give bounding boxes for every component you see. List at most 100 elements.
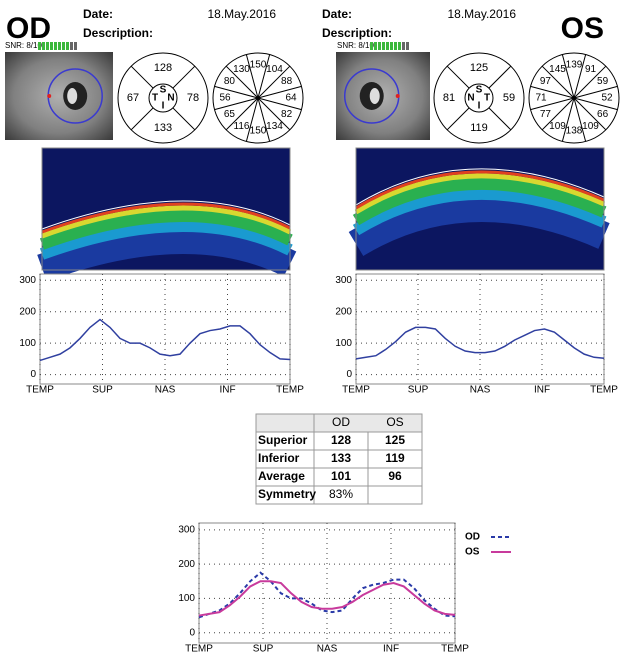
snr: SNR: 8/10 <box>5 41 42 50</box>
snr-bar <box>38 42 41 50</box>
oct-layer <box>37 225 297 282</box>
date-label: Date: <box>83 7 113 21</box>
quadrant-letter: N <box>167 93 174 104</box>
clock-divider <box>541 65 575 99</box>
quadrant-letter: S <box>476 85 483 96</box>
clock-value: 66 <box>597 109 609 120</box>
clock-divider <box>214 97 259 111</box>
clock-divider <box>257 97 302 111</box>
scan-marker <box>47 94 52 98</box>
table-cell <box>367 485 423 505</box>
quadrant-value: 59 <box>503 92 515 104</box>
table-value: 96 <box>388 469 402 483</box>
table-value: 125 <box>385 433 405 447</box>
quadrant-value: 125 <box>470 62 488 74</box>
quadrant-value: 128 <box>154 62 172 74</box>
optic-cup <box>67 88 78 104</box>
clock-divider <box>561 97 575 142</box>
oct-layer <box>355 170 605 210</box>
row-label: Superior <box>258 433 308 447</box>
quadrant-value: 133 <box>154 122 172 134</box>
y-tick-label: 300 <box>335 275 352 286</box>
quadrant-letter: S <box>160 85 167 96</box>
legend-label: OS <box>465 547 480 558</box>
x-tick-label: NAS <box>155 385 176 396</box>
table-value: 119 <box>385 451 405 465</box>
x-tick-label: NAS <box>317 644 338 652</box>
x-tick-label: TEMP <box>185 644 213 652</box>
eye-label: OS <box>561 12 604 45</box>
clock-divider <box>257 85 302 99</box>
y-tick-label: 300 <box>178 524 195 535</box>
clock-value: 130 <box>233 64 250 75</box>
date-label: Date: <box>322 7 352 21</box>
clock-value: 56 <box>219 93 231 104</box>
snr-bar <box>378 42 381 50</box>
clock-value: 150 <box>250 60 267 71</box>
x-tick-label: INF <box>219 385 235 396</box>
eye-label: OD <box>6 12 51 45</box>
clock-divider <box>257 54 271 99</box>
row-label: Symmetry <box>258 487 316 501</box>
clock-value: 64 <box>285 93 297 104</box>
clock-value: 145 <box>549 64 566 75</box>
oct-layer <box>41 202 291 234</box>
clock-value: 97 <box>540 76 552 87</box>
x-tick-label: NAS <box>470 385 491 396</box>
snr-bar <box>386 42 389 50</box>
snr-bar <box>370 42 373 50</box>
y-tick-label: 0 <box>189 627 195 638</box>
quadrant-value: 81 <box>443 92 455 104</box>
snr-bar <box>394 42 397 50</box>
quadrant-letter: I <box>162 101 165 112</box>
x-tick-label: INF <box>383 644 399 652</box>
quadrant-letter: T <box>484 93 490 104</box>
snr-bar <box>382 42 385 50</box>
snr-bar <box>398 42 401 50</box>
oct-layer <box>41 205 292 239</box>
table-value: 133 <box>331 451 351 465</box>
clock-divider <box>257 97 291 131</box>
table-value: 101 <box>331 469 351 483</box>
data-line <box>198 580 456 617</box>
y-tick-label: 0 <box>30 369 36 380</box>
x-tick-label: SUP <box>408 385 429 396</box>
clock-divider <box>214 85 259 99</box>
table-corner <box>255 413 315 433</box>
data-line <box>39 318 291 362</box>
x-tick-label: SUP <box>92 385 113 396</box>
quadrant-letter: I <box>478 101 481 112</box>
oct-frame <box>41 147 291 271</box>
clock-value: 80 <box>224 76 236 87</box>
table-value: 128 <box>331 433 351 447</box>
y-tick-label: 100 <box>19 338 36 349</box>
snr-bar <box>390 42 393 50</box>
snr-bar <box>46 42 49 50</box>
row-label: Inferior <box>258 451 300 465</box>
oct-layer <box>348 193 610 257</box>
y-tick-label: 100 <box>178 593 195 604</box>
clock-value: 116 <box>234 121 250 132</box>
clock-value: 109 <box>582 121 599 132</box>
snr-bar <box>58 42 61 50</box>
clock-value: 138 <box>566 126 583 137</box>
clock-value: 134 <box>266 121 283 132</box>
quadrant-letter: N <box>467 93 474 104</box>
data-line <box>198 571 456 619</box>
quadrant-value: 67 <box>127 92 139 104</box>
quadrant-value: 78 <box>187 92 199 104</box>
y-tick-label: 100 <box>335 338 352 349</box>
row-label: Average <box>258 469 305 483</box>
clock-divider <box>561 54 575 99</box>
y-tick-label: 200 <box>178 559 195 570</box>
date: 18.May.2016 <box>208 7 277 21</box>
clock-value: 109 <box>549 121 566 132</box>
clock-value: 91 <box>585 64 597 75</box>
clock-value: 150 <box>250 126 267 137</box>
snr-bar <box>402 42 405 50</box>
clock-divider <box>245 97 259 142</box>
snr-bar <box>62 42 65 50</box>
y-tick-label: 200 <box>19 306 36 317</box>
clock-divider <box>257 65 291 99</box>
